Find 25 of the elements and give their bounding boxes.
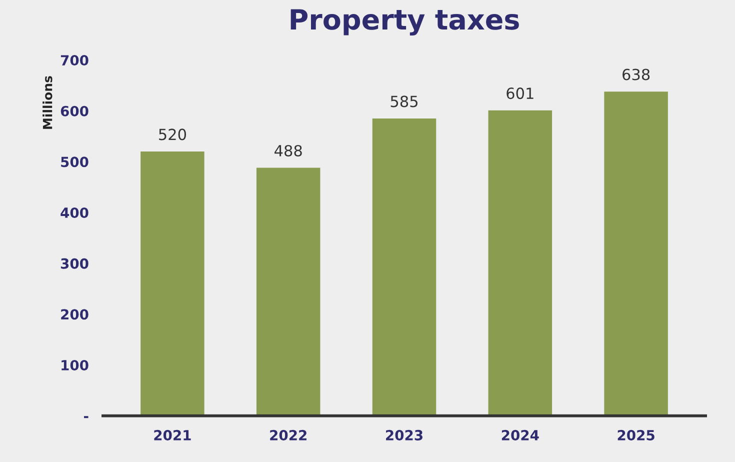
y-tick-label: 600 <box>60 106 88 116</box>
y-tick-label: - <box>84 416 88 418</box>
y-tick-label: 100 <box>62 360 88 370</box>
chart-title: Property taxes <box>290 9 519 36</box>
y-tick-label: 300 <box>60 258 88 269</box>
x-tick-label: 2025 <box>618 430 654 440</box>
bar <box>488 110 552 416</box>
bar <box>140 152 204 416</box>
y-tick-label: 200 <box>61 309 88 320</box>
bar <box>604 92 668 416</box>
x-tick-label: 2023 <box>386 430 422 440</box>
x-tick-label: 2021 <box>154 430 191 440</box>
x-tick-label: 2022 <box>270 430 306 440</box>
data-label: 585 <box>390 96 418 108</box>
data-label: 601 <box>506 88 534 100</box>
y-tick-label: 400 <box>60 207 88 218</box>
y-tick-label: 500 <box>61 156 88 168</box>
y-tick-label: 700 <box>60 55 88 66</box>
data-label: 638 <box>622 68 650 80</box>
data-label: 520 <box>159 128 186 140</box>
data-label: 488 <box>274 144 302 157</box>
x-tick-label: 2024 <box>502 430 539 440</box>
bar <box>256 168 320 416</box>
y-axis-title: Millions <box>42 76 52 129</box>
bar <box>372 118 436 416</box>
